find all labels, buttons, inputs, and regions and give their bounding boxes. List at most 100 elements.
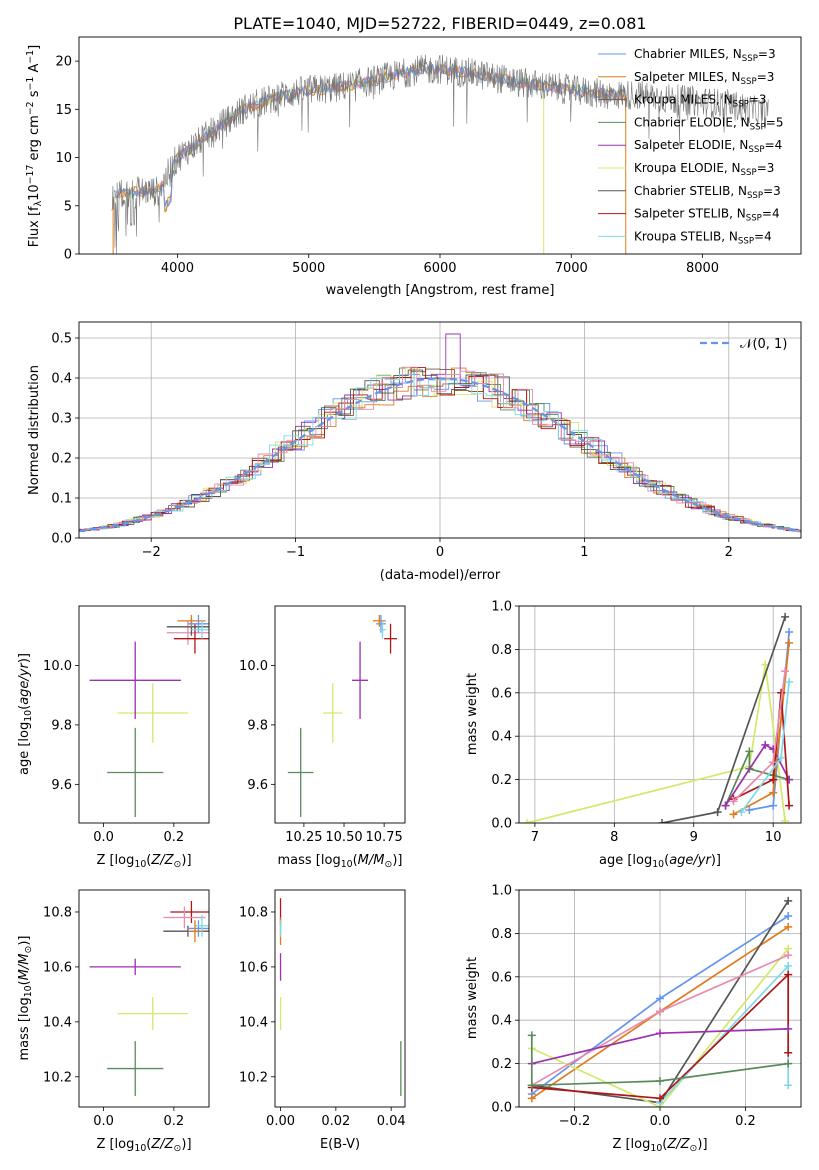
y-axis-label: Flux [fλ10−17 erg cm−2 s−1 A−1] [25, 45, 44, 247]
x-axis-label: (data-model)/error [380, 568, 501, 583]
errorbar-point [379, 620, 386, 639]
x-tick-label: 0.02 [321, 1114, 350, 1129]
label-part: =4 [762, 207, 780, 221]
x-tick-label: 0.0 [93, 830, 114, 845]
weight-marker [769, 801, 778, 810]
weight-marker [656, 994, 664, 1003]
label-part: =3 [763, 184, 781, 198]
normal-curve [79, 377, 801, 533]
label-part: )] [181, 853, 191, 868]
y-tick-label: 10.8 [43, 905, 72, 920]
x-tick-label: 8000 [686, 261, 719, 276]
x-tick-label: 4000 [161, 261, 194, 276]
weight-series [531, 972, 790, 1100]
label-part: )] [697, 1137, 707, 1152]
weight-series [531, 948, 789, 1107]
weight-marker [729, 810, 738, 819]
weight-marker [527, 1094, 536, 1103]
y-tick-label: 10.2 [43, 1070, 72, 1085]
label-part: ( [353, 853, 358, 868]
mass-age-panel: 10.25 10.50 10.75 9.6 9.8 10.0 [239, 605, 406, 845]
x-tick-label: 7000 [555, 261, 588, 276]
label-part: ] [27, 45, 42, 50]
weight-marker [784, 912, 793, 921]
model-histogram [79, 369, 801, 532]
plot-area [287, 614, 397, 818]
x-axis-label: Z [log10(Z/Z⊙)] [612, 1137, 707, 1154]
x-tick-label: −2 [142, 545, 161, 560]
label-part: age [log [17, 722, 32, 775]
legend-label: 𝒩(0, 1) [740, 337, 787, 352]
axes-frame [274, 605, 406, 824]
legend-entry: Salpeter MILES, NSSP=3 [598, 70, 774, 87]
axes-frame [78, 889, 210, 1108]
x-tick-label: 0 [436, 545, 444, 560]
label-part: SSP [746, 214, 762, 224]
label-part: ⊙ [23, 946, 34, 954]
plot-area [279, 898, 402, 1097]
label-part: Chabrier ELODIE, N [634, 115, 750, 129]
y-tick-label: 0.2 [491, 773, 512, 788]
label-part: Z/Z [150, 1137, 174, 1152]
label-part: Kroupa ELODIE, N [634, 161, 741, 175]
weight-marker [761, 740, 770, 749]
x-axis-label: wavelength [Angstrom, rest frame] [326, 283, 555, 298]
y-tick-label: 10.4 [43, 1015, 72, 1030]
label-part: 10 [650, 1143, 662, 1154]
weight-marker [745, 747, 754, 756]
weight-marker [657, 819, 666, 823]
y-tick-label: 0.3 [51, 412, 72, 427]
label-part: =3 [749, 93, 767, 107]
y-tick-label: 10.6 [43, 960, 72, 975]
label-part: 10 [27, 184, 42, 201]
label-part: SSP [750, 122, 766, 132]
weight-series [530, 1035, 789, 1087]
weight-marker [784, 1048, 793, 1057]
plot-area [79, 333, 801, 533]
x-tick-label: 0.0 [93, 1114, 114, 1129]
label-part: Salpeter ELODIE, N [634, 138, 748, 152]
y-tick-label: 9.8 [247, 718, 268, 733]
label-part: Kroupa STELIB, N [634, 229, 738, 243]
errorbar-point [187, 920, 202, 943]
x-tick-label: 6000 [423, 261, 456, 276]
label-part: )] [181, 1137, 191, 1152]
label-part: =3 [757, 70, 775, 84]
y-axis-label: Normed distribution [27, 365, 42, 495]
errorbar-point [177, 614, 206, 627]
legend-label: Salpeter STELIB, NSSP=4 [634, 207, 780, 224]
label-part: ( [664, 853, 669, 868]
weight-series [724, 743, 790, 807]
axes-frame [518, 889, 802, 1108]
label-part: λ [33, 200, 44, 206]
z-age-panel: 0.0 0.2 9.6 9.8 10.0 [43, 605, 210, 845]
y-axis-label: mass [log10(M/M⊙)] [17, 936, 34, 1061]
label-part: M/M [17, 954, 32, 981]
label-part: ( [17, 980, 32, 985]
errorbar-point [173, 623, 209, 654]
weight-marker [785, 638, 794, 647]
weight-marker [769, 758, 778, 767]
errorbar-point [107, 1041, 164, 1097]
errorbar-point [117, 997, 188, 1031]
label-part: 10 [23, 985, 34, 997]
model-histogram [79, 366, 801, 532]
plot-area [89, 614, 209, 818]
y-tick-label: 0.4 [51, 372, 72, 387]
y-tick-label: 0.8 [491, 927, 512, 942]
label-part: )] [711, 853, 721, 868]
label-part: ( [17, 705, 32, 710]
residual-histogram-panel: −2 −1 0 1 2 0.0 0.1 0.2 0.3 0.4 0.5 [51, 321, 802, 560]
weight-marker [785, 628, 794, 637]
y-tick-label: 10.2 [239, 1070, 268, 1085]
plot-area [522, 612, 794, 823]
errorbar-point [372, 614, 386, 627]
weight-series [661, 616, 786, 823]
x-tick-label: 0.2 [164, 830, 185, 845]
x-tick-label: 0.04 [377, 1114, 406, 1129]
legend-entry: Salpeter STELIB, NSSP=4 [598, 207, 780, 224]
weight-marker [784, 1081, 793, 1090]
y-axis-label: mass weight [465, 673, 480, 755]
weight-marker [656, 1094, 664, 1103]
